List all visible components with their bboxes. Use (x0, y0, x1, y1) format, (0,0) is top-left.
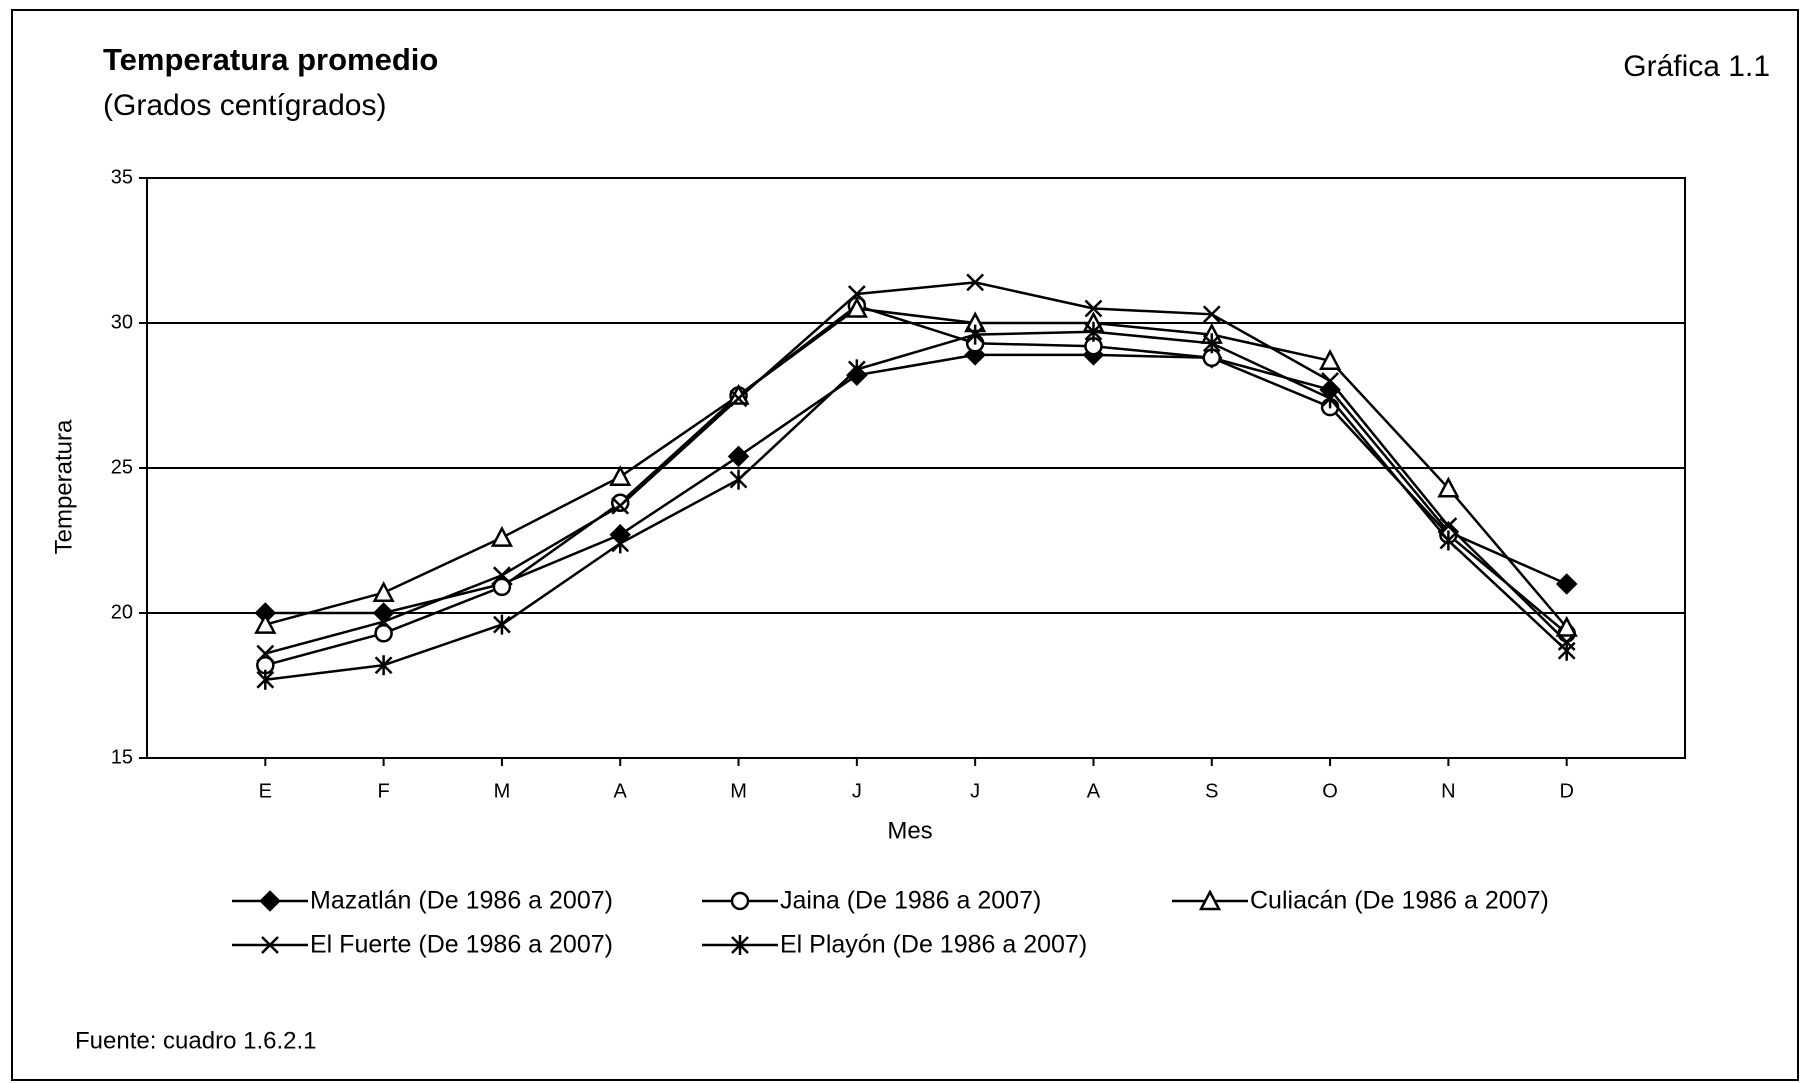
x-tick-label: S (1205, 780, 1218, 802)
figure-label: Gráfica 1.1 (1623, 50, 1770, 83)
x-tick-label: F (378, 780, 390, 802)
data-point (1557, 640, 1576, 661)
data-point (490, 525, 513, 547)
chart-title: Temperatura promedio (103, 42, 438, 77)
data-point (256, 644, 275, 663)
series-line (265, 330, 1568, 681)
x-tick-label: M (730, 780, 747, 802)
x-tick-label: D (1559, 780, 1573, 802)
data-point (1084, 299, 1103, 318)
series-line (264, 304, 1568, 667)
data-point (1321, 388, 1339, 409)
legend-marker (1198, 889, 1222, 911)
data-point (1202, 305, 1221, 324)
legend-item: El Fuerte (De 1986 a 2007) (232, 931, 613, 959)
x-tick-label: J (970, 780, 980, 802)
data-point (1084, 321, 1103, 342)
legend-label: Culiacán (De 1986 a 2007) (1250, 887, 1549, 915)
legend-marker (731, 935, 749, 955)
data-point (372, 581, 395, 602)
data-point (492, 577, 512, 597)
legend-marker (730, 891, 750, 911)
data-point (256, 669, 275, 690)
legend-marker (259, 890, 281, 912)
data-point (727, 445, 750, 468)
data-point (493, 566, 511, 585)
y-tick-label: 30 (111, 311, 133, 333)
legend-label: Jaina (De 1986 a 2007) (780, 887, 1041, 915)
data-point (254, 612, 277, 634)
data-point (1437, 476, 1460, 498)
data-point (729, 389, 748, 408)
y-axis-label: Temperatura (50, 419, 77, 554)
data-point (374, 655, 393, 676)
data-point (845, 296, 868, 318)
data-point (374, 612, 393, 631)
x-tick-label: M (494, 780, 511, 802)
y-tick-label: 15 (111, 746, 133, 768)
series-line (265, 353, 1568, 615)
data-point (374, 624, 393, 643)
x-axis-label: Mes (887, 817, 932, 844)
x-tick-label: O (1322, 780, 1338, 802)
x-tick-label: A (614, 780, 628, 802)
data-point (1319, 349, 1342, 370)
data-point (729, 469, 748, 490)
legend-item: El Playón (De 1986 a 2007) (702, 931, 1087, 959)
series-line (264, 281, 1568, 655)
data-point (1321, 372, 1339, 390)
legend-label: El Playón (De 1986 a 2007) (780, 931, 1087, 959)
x-tick-label: A (1087, 780, 1101, 802)
y-tick-label: 25 (111, 456, 133, 478)
y-tick-label: 35 (111, 166, 133, 188)
data-point (966, 324, 985, 345)
data-point (1439, 530, 1458, 551)
x-tick-label: J (852, 780, 862, 802)
legend-item: Culiacán (De 1986 a 2007) (1172, 887, 1549, 915)
data-point (1439, 517, 1458, 535)
data-point (1555, 615, 1578, 637)
legend-marker (261, 936, 279, 954)
data-point (847, 359, 866, 380)
data-point (1555, 573, 1578, 595)
source-note: Fuente: cuadro 1.6.2.1 (75, 1027, 317, 1054)
frame (11, 9, 1799, 1081)
data-point (1202, 333, 1221, 354)
legend-item: Jaina (De 1986 a 2007) (702, 887, 1041, 915)
legend-item: Mazatlán (De 1986 a 2007) (232, 887, 613, 915)
data-point (966, 273, 985, 292)
legend-label: El Fuerte (De 1986 a 2007) (310, 931, 613, 959)
data-point (611, 533, 630, 554)
y-tick-label: 20 (111, 601, 133, 623)
data-point (847, 285, 866, 303)
legend-label: Mazatlán (De 1986 a 2007) (310, 887, 613, 915)
data-point (611, 496, 630, 515)
chart-subtitle: (Grados centígrados) (103, 89, 386, 122)
data-point (609, 465, 632, 486)
x-tick-label: E (259, 780, 272, 802)
data-point (493, 614, 511, 635)
series-line (264, 307, 1568, 629)
x-tick-label: N (1441, 780, 1455, 802)
